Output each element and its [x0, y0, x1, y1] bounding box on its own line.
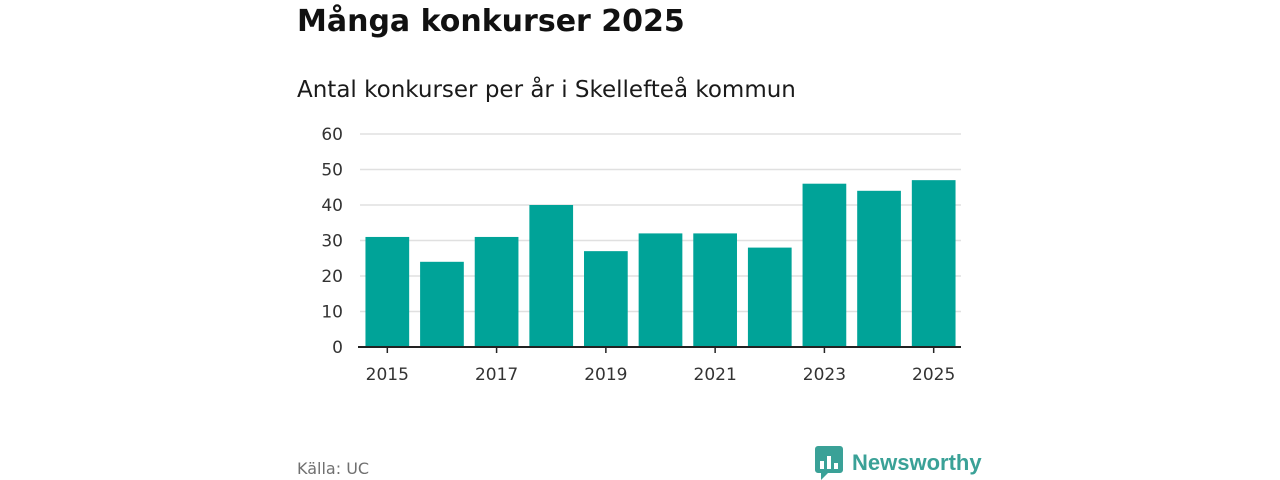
- y-tick-label: 60: [321, 125, 343, 145]
- bar-2020: [638, 233, 683, 347]
- y-tick-label: 0: [332, 338, 343, 358]
- chart-subtitle: Antal konkurser per år i Skellefteå komm…: [297, 77, 796, 103]
- bar-2025: [911, 180, 956, 347]
- bar-2022: [747, 247, 792, 347]
- x-axis-ticks: 2015 2017 2019 2021 2023 2025: [366, 347, 955, 385]
- bar-2016: [420, 261, 464, 347]
- x-tick-label: 2023: [803, 365, 846, 385]
- bar-2019: [584, 251, 628, 347]
- newsworthy-logo-icon: [815, 446, 843, 480]
- y-tick-label: 30: [321, 232, 343, 252]
- x-tick-label: 2021: [694, 365, 737, 385]
- bar-2021: [693, 233, 737, 347]
- brand-name: Newsworthy: [852, 450, 982, 475]
- source-label: Källa: UC: [297, 459, 370, 478]
- y-tick-label: 40: [321, 196, 343, 216]
- x-tick-label: 2017: [475, 365, 518, 385]
- x-tick-label: 2019: [584, 365, 627, 385]
- bar-2017: [474, 236, 519, 347]
- bar-2015: [365, 236, 410, 347]
- y-tick-label: 20: [321, 267, 343, 287]
- y-axis-ticks: 0 10 20 30 40 50 60: [321, 125, 343, 358]
- x-tick-label: 2015: [366, 365, 409, 385]
- bars: [365, 180, 956, 347]
- bar-2024: [857, 190, 901, 347]
- x-tick-label: 2025: [912, 365, 955, 385]
- bar-2018: [529, 205, 574, 347]
- brand-logo: Newsworthy: [815, 446, 982, 480]
- y-tick-label: 10: [321, 303, 343, 323]
- y-tick-label: 50: [321, 161, 343, 181]
- bar-2023: [802, 183, 847, 347]
- chart-title: Många konkurser 2025: [297, 4, 685, 39]
